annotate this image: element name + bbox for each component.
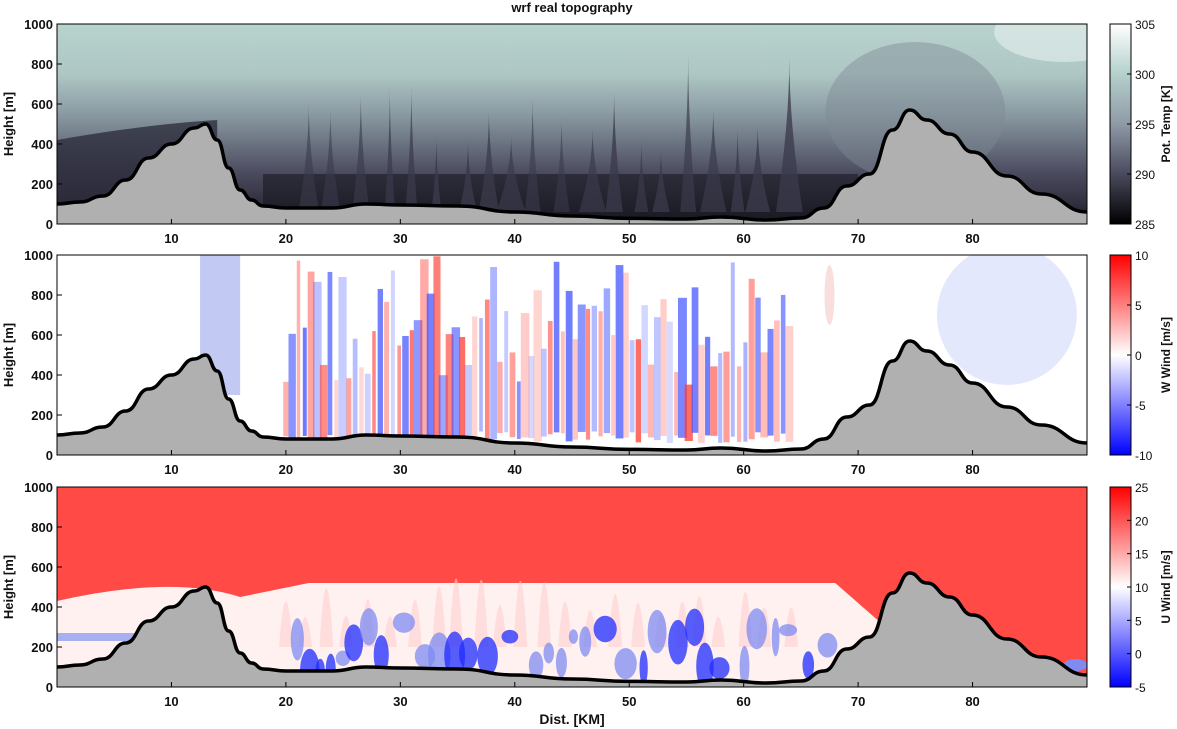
y-tick-label: 1000 <box>24 248 53 263</box>
x-tick-label: 30 <box>393 694 407 709</box>
y-tick-label: 0 <box>46 448 53 463</box>
y-axis-label: Height [m] <box>1 92 16 156</box>
y-tick-label: 0 <box>46 680 53 695</box>
colorbar-tick-label: 290 <box>1135 168 1155 182</box>
colorbar-tick-label: 300 <box>1135 68 1155 82</box>
terrain-outline <box>57 571 1087 685</box>
x-tick-label: 60 <box>736 231 750 246</box>
colorbar-tick-label: 25 <box>1135 481 1149 495</box>
colorbar-tick-label: 20 <box>1135 514 1149 528</box>
y-tick-label: 400 <box>31 137 53 152</box>
x-tick-label: 10 <box>164 694 178 709</box>
axes-frame <box>56 486 1088 688</box>
terrain-outline <box>57 108 1087 222</box>
x-tick-label: 50 <box>622 231 636 246</box>
field-u-wind <box>57 487 1087 687</box>
y-tick-label: 0 <box>46 217 53 232</box>
colorbar-tick-label: 0 <box>1135 648 1142 662</box>
y-tick-label: 800 <box>31 520 53 535</box>
y-tick-label: 1000 <box>24 480 53 495</box>
y-tick-label: 200 <box>31 640 53 655</box>
colorbar-tick-label: 10 <box>1135 581 1149 595</box>
chart-title: wrf real topography <box>510 0 633 15</box>
x-tick-label: 20 <box>279 694 293 709</box>
y-axis-label: Height [m] <box>1 323 16 387</box>
x-tick-label: 50 <box>622 694 636 709</box>
y-axis-label: Height [m] <box>1 555 16 619</box>
terrain-fill <box>57 573 1087 687</box>
y-tick-label: 600 <box>31 97 53 112</box>
y-tick-label: 200 <box>31 408 53 423</box>
y-tick-label: 400 <box>31 368 53 383</box>
x-tick-label: 50 <box>622 462 636 477</box>
x-tick-label: 30 <box>393 462 407 477</box>
y-tick-label: 400 <box>31 600 53 615</box>
colorbar-tick-label: 10 <box>1135 249 1149 263</box>
panel-pot-temp: 0 200 400 600 800 1000 10 20 30 40 50 60 70 80 Height … <box>1 17 1173 246</box>
x-tick-label: 70 <box>851 462 865 477</box>
x-tick-label: 40 <box>508 231 522 246</box>
x-tick-label: 70 <box>851 231 865 246</box>
terrain-outline <box>57 339 1087 453</box>
x-tick-label: 10 <box>164 231 178 246</box>
x-tick-label: 80 <box>965 231 979 246</box>
colorbar-tick-label: 0 <box>1135 349 1142 363</box>
colorbar-tick-label: -10 <box>1135 449 1153 463</box>
terrain-fill <box>57 341 1087 455</box>
x-tick-label: 80 <box>965 462 979 477</box>
x-tick-label: 80 <box>965 694 979 709</box>
y-tick-label: 1000 <box>24 17 53 32</box>
colorbar-tick-label: 15 <box>1135 548 1149 562</box>
x-axis-label: Dist. [KM] <box>539 711 604 727</box>
x-tick-label: 40 <box>508 462 522 477</box>
x-tick-label: 30 <box>393 231 407 246</box>
axes-frame <box>56 254 1088 456</box>
y-tick-label: 600 <box>31 328 53 343</box>
x-tick-label: 60 <box>736 694 750 709</box>
colorbar-label: W Wind [m/s] <box>1159 317 1173 393</box>
colorbar-tick-label: -5 <box>1135 681 1146 695</box>
y-tick-label: 800 <box>31 57 53 72</box>
x-tick-label: 20 <box>279 462 293 477</box>
y-tick-label: 800 <box>31 288 53 303</box>
x-tick-label: 40 <box>508 694 522 709</box>
x-tick-label: 70 <box>851 694 865 709</box>
colorbar-tick-label: 5 <box>1135 614 1142 628</box>
colorbar-tick-label: 285 <box>1135 218 1155 232</box>
x-tick-label: 10 <box>164 462 178 477</box>
colorbar-tick-label: 295 <box>1135 118 1155 132</box>
x-tick-label: 60 <box>736 462 750 477</box>
y-tick-label: 600 <box>31 560 53 575</box>
colorbar-tick-label: 5 <box>1135 299 1142 313</box>
axes-frame <box>56 23 1088 225</box>
x-tick-label: 20 <box>279 231 293 246</box>
colorbar-label: U Wind [m/s] <box>1159 550 1173 623</box>
terrain-fill <box>57 110 1087 224</box>
y-tick-label: 200 <box>31 177 53 192</box>
colorbar-tick-label: 305 <box>1135 18 1155 32</box>
colorbar-label: Pot. Temp [K] <box>1159 85 1173 162</box>
colorbar-tick-label: -5 <box>1135 399 1146 413</box>
